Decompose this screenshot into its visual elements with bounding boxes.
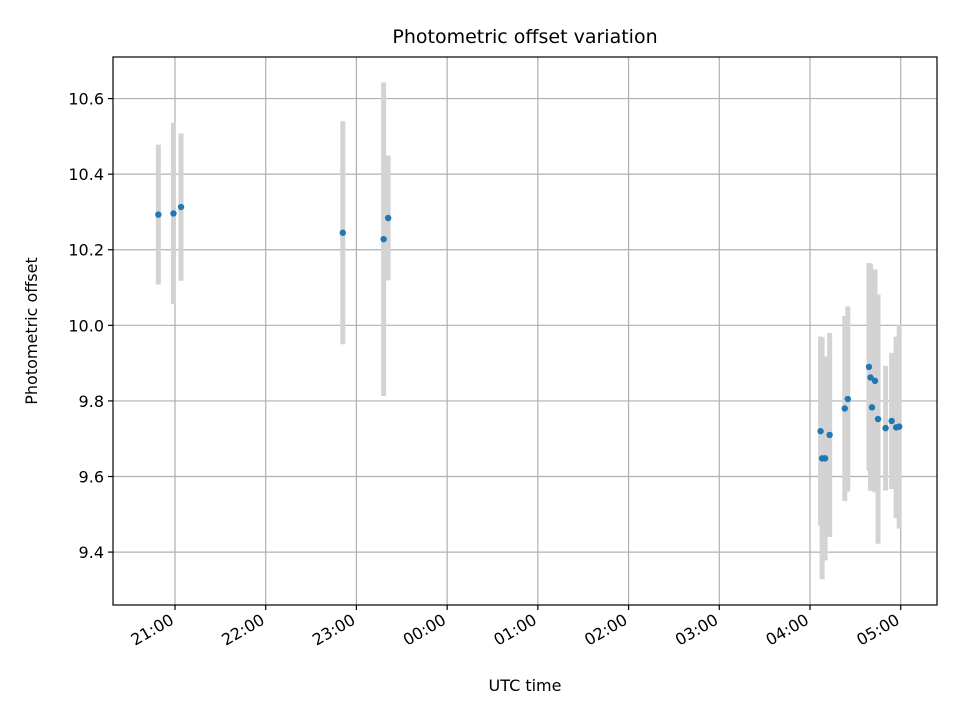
data-point <box>339 229 347 236</box>
y-tick-label: 9.6 <box>79 468 104 487</box>
y-tick-label: 10.2 <box>68 241 104 260</box>
data-point <box>380 235 387 243</box>
data-point <box>868 404 876 411</box>
y-tick-label: 10.4 <box>68 165 104 184</box>
data-points <box>155 203 903 462</box>
data-point <box>874 415 882 423</box>
data-point <box>844 395 851 403</box>
grid <box>113 57 937 605</box>
data-point <box>865 363 873 371</box>
chart-title: Photometric offset variation <box>392 26 657 48</box>
y-axis-label: Photometric offset <box>22 257 41 405</box>
data-point <box>155 211 162 218</box>
y-tick-label: 9.8 <box>79 392 104 411</box>
data-point <box>888 417 895 425</box>
data-point <box>841 405 848 412</box>
data-point <box>867 374 874 381</box>
data-point <box>826 431 833 439</box>
data-point <box>896 423 903 430</box>
data-point <box>170 210 177 217</box>
data-point <box>882 424 889 432</box>
data-point <box>821 455 829 462</box>
y-tick-label: 10.6 <box>68 90 104 109</box>
x-axis-label: UTC time <box>489 676 562 695</box>
y-tick-label: 10.0 <box>68 316 104 335</box>
plot-frame <box>112 56 938 606</box>
data-point <box>384 214 392 222</box>
y-tick-label: 9.4 <box>79 543 104 562</box>
data-point <box>817 427 824 435</box>
y-axis: 9.4 9.6 9.8 10.0 10.2 10.4 10.6 <box>68 90 113 562</box>
data-point <box>177 203 185 211</box>
data-point <box>871 377 879 385</box>
